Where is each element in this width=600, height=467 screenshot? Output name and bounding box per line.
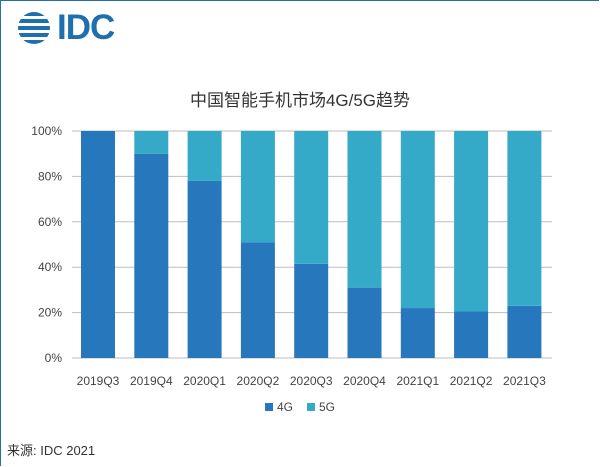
bar-5g-2021Q3 <box>507 131 542 306</box>
bar-5g-2021Q1 <box>400 131 435 309</box>
bar-4g-2021Q3 <box>507 305 542 358</box>
legend: 4G 5G <box>0 400 600 414</box>
legend-swatch-5g <box>307 403 315 411</box>
bar-5g-2021Q2 <box>454 131 489 312</box>
y-tick-label: 20% <box>38 306 62 320</box>
bar-4g-2020Q1 <box>187 180 222 358</box>
bar-4g-2021Q1 <box>400 308 435 358</box>
y-tick-label: 0% <box>45 351 63 365</box>
chart: 0% 20% 40% 60% 80% 100% 2019Q3 2019Q4 2020Q1 2020… <box>31 124 552 388</box>
legend-item-4g: 4G <box>264 400 293 414</box>
y-tick-label: 80% <box>38 169 62 183</box>
legend-item-5g: 5G <box>307 400 335 414</box>
bar-5g-2019Q4 <box>134 131 169 154</box>
bar-4g-2019Q4 <box>134 153 169 358</box>
x-tick-label: 2019Q4 <box>130 374 173 388</box>
x-tick-label: 2020Q1 <box>183 374 226 388</box>
y-tick-label: 100% <box>31 124 62 138</box>
x-tick-label: 2020Q2 <box>237 374 280 388</box>
chart-title: 中国智能手机市场4G/5G趋势 <box>189 91 411 110</box>
bar-4g-2019Q3 <box>81 131 115 358</box>
bar-5g-2020Q3 <box>294 131 329 264</box>
bar-5g-2020Q1 <box>187 131 222 181</box>
x-tick-label: 2021Q3 <box>503 374 546 388</box>
x-tick-label: 2021Q1 <box>396 374 439 388</box>
source-note: 来源: IDC 2021 <box>7 443 96 458</box>
y-tick-label: 60% <box>38 215 62 229</box>
legend-swatch-4g <box>264 403 273 411</box>
bar-4g-2020Q4 <box>347 287 382 358</box>
bar-4g-2021Q2 <box>454 311 489 358</box>
logo-text: IDC <box>57 8 115 47</box>
x-tick-label: 2019Q3 <box>77 374 120 388</box>
x-tick-label: 2020Q3 <box>290 374 333 388</box>
x-tick-label: 2021Q2 <box>450 374 493 388</box>
y-tick-label: 40% <box>38 260 62 274</box>
idc-logo: IDC <box>17 8 115 47</box>
bar-5g-2020Q2 <box>240 131 275 243</box>
bar-5g-2020Q4 <box>347 131 382 288</box>
bar-4g-2020Q2 <box>240 242 275 358</box>
bar-4g-2020Q3 <box>294 263 329 358</box>
idc-globe-icon <box>18 11 50 44</box>
x-tick-label: 2020Q4 <box>343 374 386 388</box>
